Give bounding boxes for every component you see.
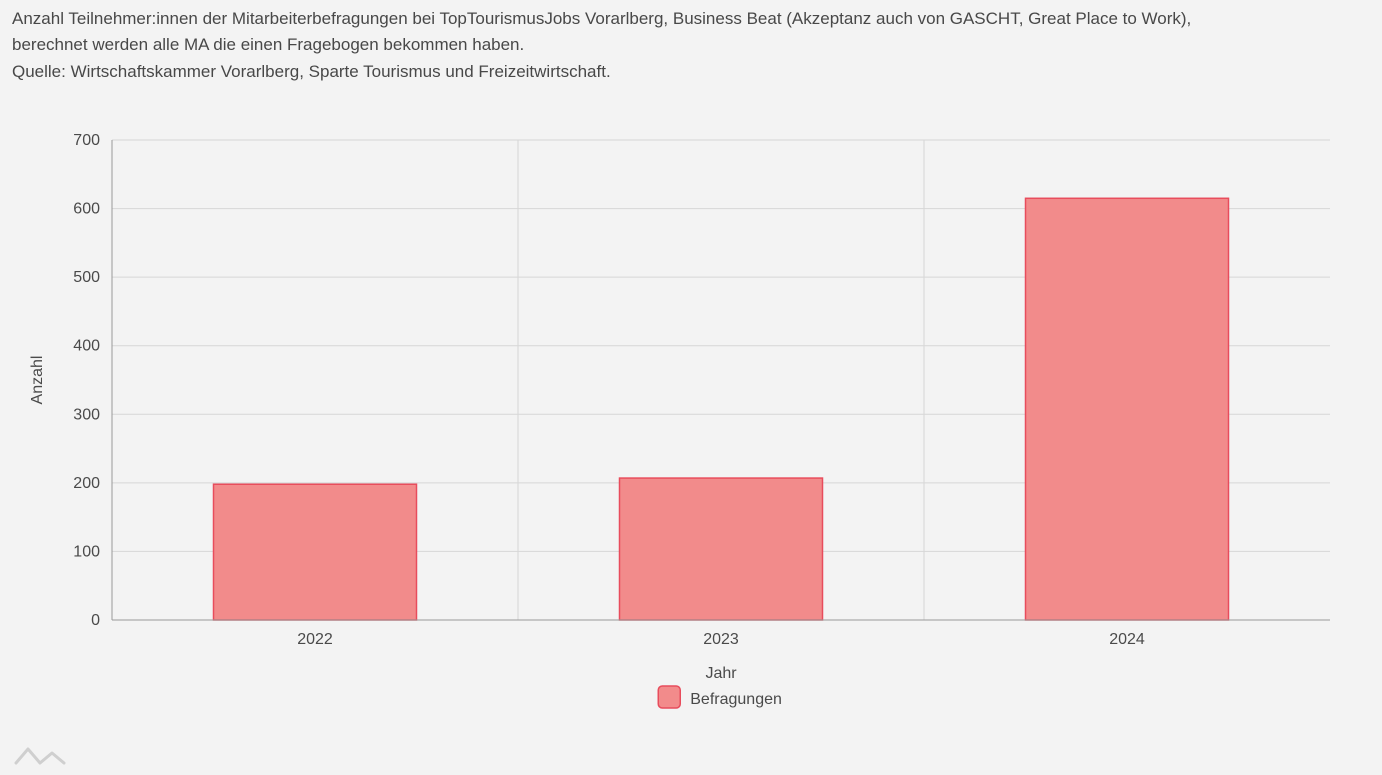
description-line-2: berechnet werden alle MA die einen Frage…	[12, 35, 524, 54]
y-axis-title: Anzahl	[29, 356, 46, 405]
bar-chart: 0 100 200 300 400 500 600 700 2022 2023 2024 Jahr An…	[0, 118, 1382, 758]
y-tick-label: 200	[73, 475, 100, 492]
bar[interactable]	[214, 484, 417, 620]
y-tick-label: 400	[73, 338, 100, 355]
x-axis-title: Jahr	[705, 665, 737, 682]
x-tick-label: 2022	[297, 631, 333, 648]
chart-description: Anzahl Teilnehmer:innen der Mitarbeiterb…	[12, 6, 1370, 85]
page-root: Anzahl Teilnehmer:innen der Mitarbeiterb…	[0, 0, 1382, 775]
y-tick-label: 100	[73, 543, 100, 560]
x-tick-label: 2024	[1109, 631, 1145, 648]
amcharts-logo-icon	[14, 743, 84, 767]
chart-svg: 0 100 200 300 400 500 600 700 2022 2023 2024 Jahr An…	[0, 118, 1382, 758]
bar[interactable]	[620, 478, 823, 620]
y-tick-label: 300	[73, 406, 100, 423]
y-tick-label: 0	[91, 612, 100, 629]
description-line-3: Quelle: Wirtschaftskammer Vorarlberg, Sp…	[12, 62, 611, 81]
bar[interactable]	[1026, 198, 1229, 620]
x-tick-label: 2023	[703, 631, 739, 648]
y-tick-label: 500	[73, 269, 100, 286]
y-tick-label: 700	[73, 132, 100, 149]
y-tick-label: 600	[73, 201, 100, 218]
legend-swatch[interactable]	[658, 686, 680, 708]
description-line-1: Anzahl Teilnehmer:innen der Mitarbeiterb…	[12, 9, 1191, 28]
legend-label[interactable]: Befragungen	[690, 691, 782, 708]
